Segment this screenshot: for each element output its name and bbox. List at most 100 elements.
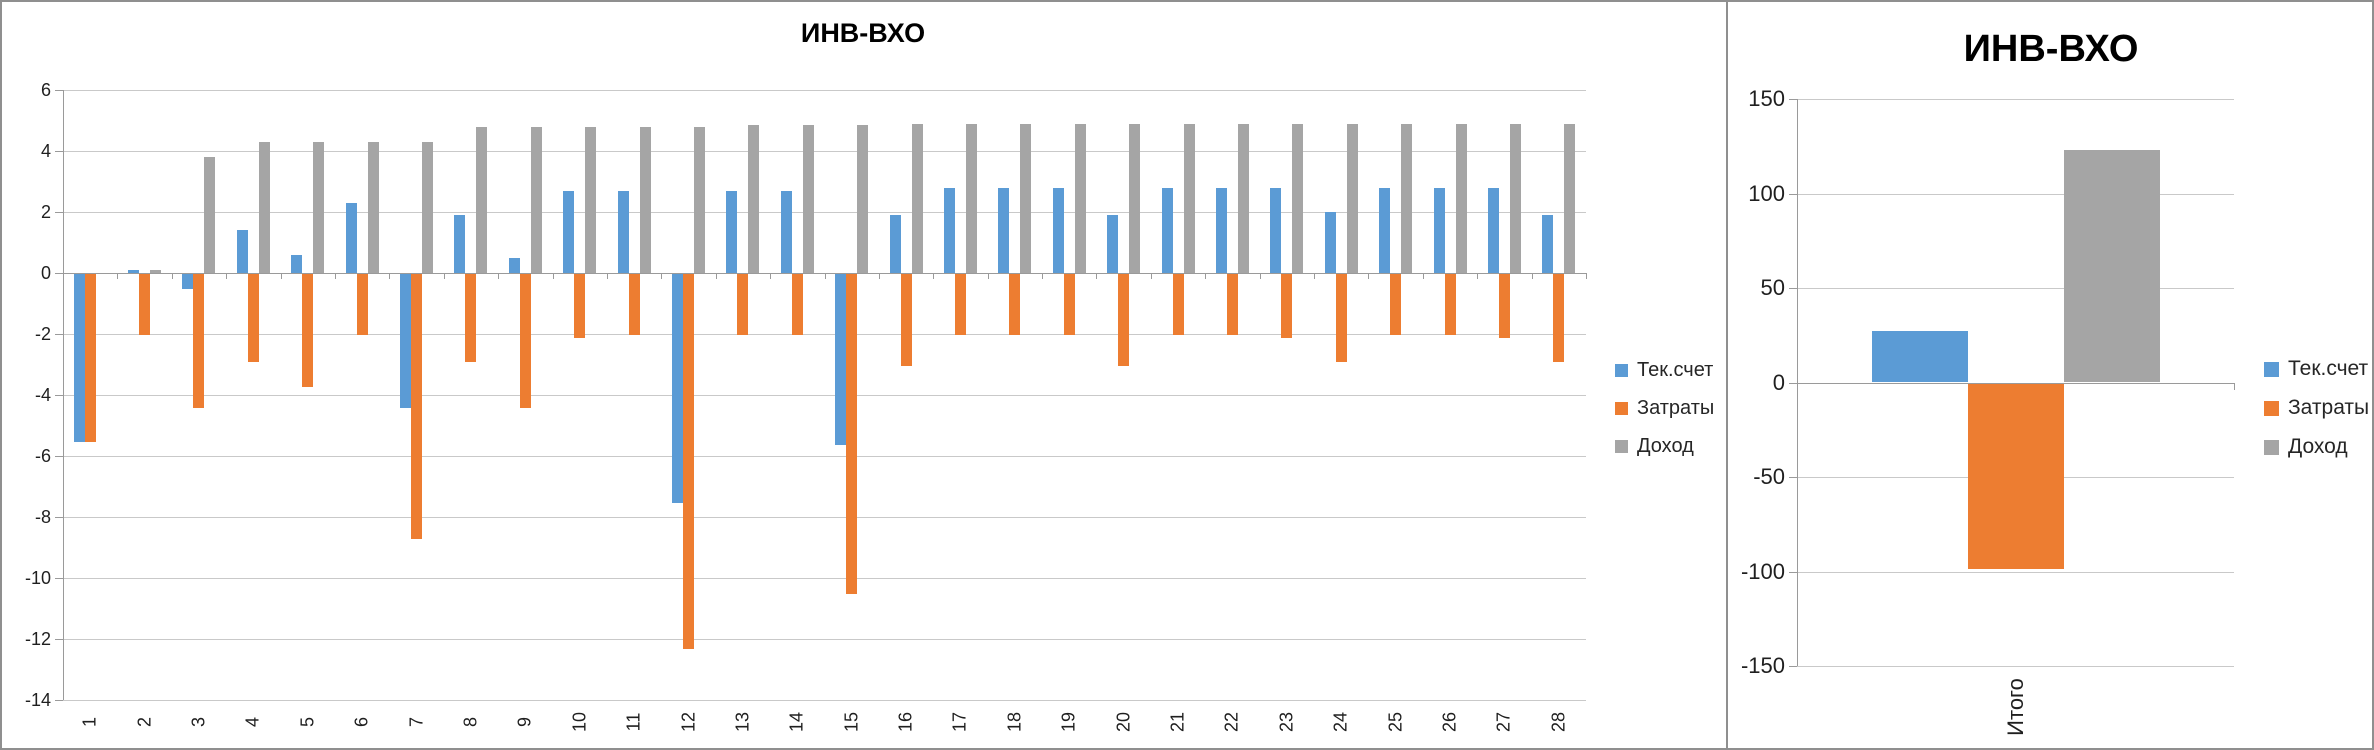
bar-dokhod-20[interactable] <box>1129 124 1140 273</box>
bar-dokhod-5[interactable] <box>313 142 324 273</box>
bar-dokhod-16[interactable] <box>912 124 923 273</box>
bar-zatraty-23[interactable] <box>1281 274 1292 338</box>
bar-tek-schet-24[interactable] <box>1325 212 1336 273</box>
bar-zatraty-15[interactable] <box>846 274 857 594</box>
bar-tek-schet-28[interactable] <box>1542 215 1553 273</box>
legend[interactable]: Тек.счет Затраты Доход <box>1615 359 1714 473</box>
bar-zatraty-11[interactable] <box>629 274 640 335</box>
bar-zatraty-6[interactable] <box>357 274 368 335</box>
bar-zatraty-12[interactable] <box>683 274 694 649</box>
bar-zatraty-4[interactable] <box>248 274 259 362</box>
bar-dokhod-9[interactable] <box>531 127 542 273</box>
bar-dokhod-8[interactable] <box>476 127 487 273</box>
bar-zatraty-18[interactable] <box>1009 274 1020 335</box>
bar-dokhod-27[interactable] <box>1510 124 1521 273</box>
bar-tek-schet-12[interactable] <box>672 274 683 503</box>
legend-item-zatraty[interactable]: Затраты <box>1615 397 1714 420</box>
legend-item-zatraty[interactable]: Затраты <box>2264 396 2369 420</box>
bar-dokhod-19[interactable] <box>1075 124 1086 273</box>
bar-tek-schet-13[interactable] <box>726 191 737 273</box>
bar-zatraty-16[interactable] <box>901 274 912 366</box>
bar-tek-schet-8[interactable] <box>454 215 465 273</box>
bar-dokhod-13[interactable] <box>748 125 759 273</box>
bar-dokhod-28[interactable] <box>1564 124 1575 273</box>
legend[interactable]: Тек.счет Затраты Доход <box>2264 357 2369 474</box>
bar-zatraty-26[interactable] <box>1445 274 1456 335</box>
bar-zatraty-3[interactable] <box>193 274 204 408</box>
bar-dokhod-10[interactable] <box>585 127 596 273</box>
bar-tek-schet-20[interactable] <box>1107 215 1118 273</box>
bar-zatraty-24[interactable] <box>1336 274 1347 362</box>
bar-tek-schet-27[interactable] <box>1488 188 1499 273</box>
legend-item-dokhod[interactable]: Доход <box>1615 435 1714 458</box>
bar-tek-schet-3[interactable] <box>182 274 193 289</box>
bar-zatraty-1[interactable] <box>85 274 96 442</box>
bar-tek-schet-5[interactable] <box>291 255 302 273</box>
bar-dokhod-25[interactable] <box>1401 124 1412 273</box>
chart-title[interactable]: ИНВ-ВХО <box>1963 28 2139 70</box>
legend-label: Доход <box>2288 435 2348 458</box>
bar-zatraty-22[interactable] <box>1227 274 1238 335</box>
bar-tek-schet-Итого[interactable] <box>1872 331 1968 382</box>
bar-dokhod-2[interactable] <box>150 270 161 273</box>
bar-tek-schet-17[interactable] <box>944 188 955 273</box>
bar-dokhod-15[interactable] <box>857 125 868 273</box>
bar-tek-schet-22[interactable] <box>1216 188 1227 273</box>
bar-tek-schet-11[interactable] <box>618 191 629 273</box>
bar-dokhod-26[interactable] <box>1456 124 1467 273</box>
bar-tek-schet-18[interactable] <box>998 188 1009 273</box>
bar-zatraty-9[interactable] <box>520 274 531 408</box>
bar-zatraty-28[interactable] <box>1553 274 1564 362</box>
bar-tek-schet-10[interactable] <box>563 191 574 273</box>
bar-zatraty-27[interactable] <box>1499 274 1510 338</box>
bar-zatraty-21[interactable] <box>1173 274 1184 335</box>
legend-item-tek-schet[interactable]: Тек.счет <box>1615 359 1714 382</box>
legend-item-dokhod[interactable]: Доход <box>2264 435 2369 459</box>
bar-dokhod-22[interactable] <box>1238 124 1249 273</box>
bar-tek-schet-19[interactable] <box>1053 188 1064 273</box>
bar-tek-schet-25[interactable] <box>1379 188 1390 273</box>
bar-tek-schet-1[interactable] <box>74 274 85 442</box>
bar-tek-schet-14[interactable] <box>781 191 792 273</box>
bar-zatraty-17[interactable] <box>955 274 966 335</box>
bar-tek-schet-15[interactable] <box>835 274 846 445</box>
bar-zatraty-19[interactable] <box>1064 274 1075 335</box>
bar-tek-schet-9[interactable] <box>509 258 520 273</box>
chart-panel-left[interactable]: ИНВ-ВХО Тек.счет Затраты Доход 6 4 2 0 -2 -4 -6-… <box>2 2 1724 748</box>
bar-dokhod-6[interactable] <box>368 142 379 273</box>
bar-zatraty-7[interactable] <box>411 274 422 539</box>
bar-dokhod-12[interactable] <box>694 127 705 273</box>
legend-item-tek-schet[interactable]: Тек.счет <box>2264 357 2369 381</box>
bar-zatraty-8[interactable] <box>465 274 476 362</box>
bar-dokhod-14[interactable] <box>803 125 814 273</box>
bar-zatraty-25[interactable] <box>1390 274 1401 335</box>
bar-tek-schet-4[interactable] <box>237 230 248 273</box>
bar-dokhod-11[interactable] <box>640 127 651 273</box>
bar-zatraty-2[interactable] <box>139 274 150 335</box>
bar-tek-schet-16[interactable] <box>890 215 901 273</box>
bar-tek-schet-21[interactable] <box>1162 188 1173 273</box>
bar-zatraty-14[interactable] <box>792 274 803 335</box>
bar-dokhod-18[interactable] <box>1020 124 1031 273</box>
bar-zatraty-Итого[interactable] <box>1968 384 2064 569</box>
bar-zatraty-5[interactable] <box>302 274 313 387</box>
x-axis-label: 11 <box>623 712 644 732</box>
bar-dokhod-24[interactable] <box>1347 124 1358 273</box>
bar-zatraty-10[interactable] <box>574 274 585 338</box>
bar-dokhod-7[interactable] <box>422 142 433 273</box>
bar-tek-schet-7[interactable] <box>400 274 411 408</box>
bar-zatraty-13[interactable] <box>737 274 748 335</box>
bar-tek-schet-6[interactable] <box>346 203 357 273</box>
bar-dokhod-3[interactable] <box>204 157 215 273</box>
bar-tek-schet-26[interactable] <box>1434 188 1445 273</box>
bar-tek-schet-2[interactable] <box>128 270 139 273</box>
bar-dokhod-Итого[interactable] <box>2064 150 2160 382</box>
bar-dokhod-23[interactable] <box>1292 124 1303 273</box>
bar-dokhod-17[interactable] <box>966 124 977 273</box>
bar-dokhod-4[interactable] <box>259 142 270 273</box>
chart-title[interactable]: ИНВ-ВХО <box>800 18 926 48</box>
bar-tek-schet-23[interactable] <box>1270 188 1281 273</box>
bar-zatraty-20[interactable] <box>1118 274 1129 366</box>
bar-dokhod-21[interactable] <box>1184 124 1195 273</box>
chart-panel-right[interactable]: ИНВ-ВХО Тек.счет Затраты Доход 150 100 50 0 -5… <box>1726 2 2372 748</box>
